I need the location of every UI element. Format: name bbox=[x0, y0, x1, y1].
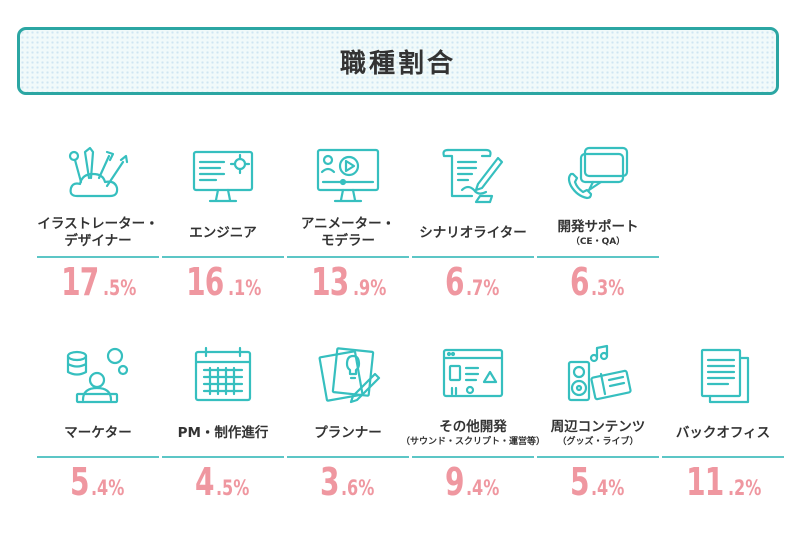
divider bbox=[412, 256, 534, 258]
percentage-value: 6.7% bbox=[412, 260, 534, 304]
job-item: 開発サポート （CE・QA） 6.3% bbox=[537, 135, 659, 305]
percentage-fraction: .3% bbox=[591, 276, 625, 300]
job-label: エンジニア bbox=[158, 211, 288, 255]
paint-cloud-icon bbox=[37, 135, 159, 215]
job-item: バックオフィス 11.2% bbox=[662, 335, 784, 505]
chat-phone-icon bbox=[537, 135, 659, 215]
divider bbox=[537, 256, 659, 258]
percentage-fraction: .4% bbox=[591, 476, 625, 500]
job-label: プランナー bbox=[283, 411, 413, 455]
job-label-line1: アニメーター・ bbox=[300, 216, 396, 232]
job-label: イラストレーター・ デザイナー bbox=[33, 211, 163, 255]
speaker-ticket-icon bbox=[537, 335, 659, 415]
percentage-whole: 3 bbox=[320, 460, 341, 504]
documents-icon bbox=[662, 335, 784, 415]
percentage-fraction: .5% bbox=[216, 476, 250, 500]
job-label-line2: デザイナー bbox=[64, 233, 132, 249]
divider bbox=[287, 456, 409, 458]
percentage-fraction: .1% bbox=[227, 276, 261, 300]
job-label-line1: エンジニア bbox=[189, 224, 257, 241]
divider bbox=[37, 256, 159, 258]
scroll-pen-icon bbox=[412, 135, 534, 215]
percentage-fraction: .2% bbox=[727, 476, 761, 500]
percentage-value: 11.2% bbox=[662, 460, 784, 504]
percentage-value: 16.1% bbox=[162, 260, 284, 304]
percentage-value: 3.6% bbox=[287, 460, 409, 504]
percentage-value: 6.3% bbox=[537, 260, 659, 304]
percentage-whole: 4 bbox=[195, 460, 216, 504]
page-title: 職種割合 bbox=[339, 48, 456, 79]
divider bbox=[37, 456, 159, 458]
job-item: エンジニア 16.1% bbox=[162, 135, 284, 305]
percentage-whole: 6 bbox=[570, 260, 591, 304]
job-item: アニメーター・ モデラー 13.9% bbox=[287, 135, 409, 305]
divider bbox=[412, 456, 534, 458]
job-label-line1: 周辺コンテンツ bbox=[550, 418, 646, 435]
percentage-value: 9.4% bbox=[412, 460, 534, 504]
job-item: マーケター 5.4% bbox=[37, 335, 159, 505]
job-sublabel: （CE・QA） bbox=[570, 236, 626, 247]
job-label-line1: PM・制作進行 bbox=[177, 424, 269, 441]
percentage-fraction: .5% bbox=[102, 276, 136, 300]
percentage-value: 5.4% bbox=[37, 460, 159, 504]
job-label-line1: イラストレーター・ bbox=[37, 216, 159, 232]
percentage-whole: 5 bbox=[570, 460, 591, 504]
percentage-value: 17.5% bbox=[37, 260, 159, 304]
percentage-value: 4.5% bbox=[162, 460, 284, 504]
percentage-fraction: .7% bbox=[466, 276, 500, 300]
percentage-fraction: .4% bbox=[466, 476, 500, 500]
job-label: アニメーター・ モデラー bbox=[283, 211, 413, 255]
job-label: 開発サポート （CE・QA） bbox=[533, 211, 663, 255]
job-label-line1: シナリオライター bbox=[419, 224, 527, 241]
percentage-whole: 13 bbox=[311, 260, 349, 304]
divider bbox=[162, 456, 284, 458]
job-label: シナリオライター bbox=[408, 211, 538, 255]
percentage-whole: 16 bbox=[186, 260, 224, 304]
percentage-whole: 17 bbox=[61, 260, 99, 304]
job-item: シナリオライター 6.7% bbox=[412, 135, 534, 305]
percentage-whole: 11 bbox=[686, 460, 724, 504]
job-label: PM・制作進行 bbox=[158, 411, 288, 455]
job-label-line2: モデラー bbox=[321, 233, 375, 249]
calendar-icon bbox=[162, 335, 284, 415]
percentage-whole: 6 bbox=[445, 260, 466, 304]
title-banner: 職種割合 bbox=[17, 27, 779, 95]
job-item: その他開発 （サウンド・スクリプト・運営等） 9.4% bbox=[401, 335, 545, 505]
percentage-fraction: .9% bbox=[352, 276, 386, 300]
job-label: その他開発 （サウンド・スクリプト・運営等） bbox=[401, 411, 545, 455]
job-label-line1: マーケター bbox=[64, 424, 132, 441]
job-label-line1: プランナー bbox=[314, 424, 382, 441]
percentage-whole: 9 bbox=[445, 460, 466, 504]
job-item: 周辺コンテンツ （グッズ・ライブ） 5.4% bbox=[537, 335, 659, 505]
job-item: イラストレーター・ デザイナー 17.5% bbox=[37, 135, 159, 305]
monitor-video-icon bbox=[287, 135, 409, 215]
divider bbox=[162, 256, 284, 258]
data-person-icon bbox=[37, 335, 159, 415]
idea-papers-icon bbox=[287, 335, 409, 415]
job-label: バックオフィス bbox=[658, 411, 788, 455]
divider bbox=[537, 456, 659, 458]
divider bbox=[287, 256, 409, 258]
browser-media-icon bbox=[412, 335, 534, 415]
job-sublabel: （サウンド・スクリプト・運営等） bbox=[401, 436, 546, 447]
job-label-line1: バックオフィス bbox=[675, 424, 771, 441]
percentage-value: 13.9% bbox=[287, 260, 409, 304]
percentage-whole: 5 bbox=[70, 460, 91, 504]
percentage-fraction: .6% bbox=[341, 476, 375, 500]
job-label: 周辺コンテンツ （グッズ・ライブ） bbox=[533, 411, 663, 455]
job-item: PM・制作進行 4.5% bbox=[162, 335, 284, 505]
job-sublabel: （グッズ・ライブ） bbox=[557, 436, 639, 447]
job-label: マーケター bbox=[33, 411, 163, 455]
job-item: プランナー 3.6% bbox=[287, 335, 409, 505]
job-label-line1: その他開発 bbox=[439, 418, 507, 435]
percentage-value: 5.4% bbox=[537, 460, 659, 504]
divider bbox=[662, 456, 784, 458]
percentage-fraction: .4% bbox=[91, 476, 125, 500]
monitor-gear-icon bbox=[162, 135, 284, 215]
job-label-line1: 開発サポート bbox=[557, 218, 639, 235]
